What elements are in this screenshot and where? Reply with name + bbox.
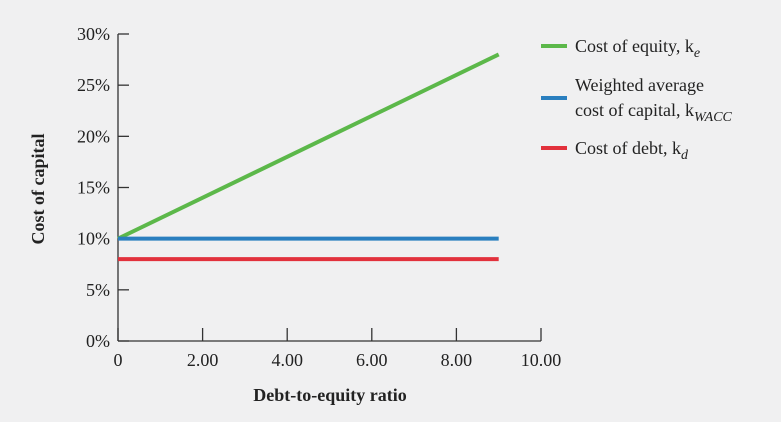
y-tick-label: 25%	[77, 75, 110, 95]
x-axis-title: Debt-to-equity ratio	[253, 385, 406, 405]
legend-item-wacc: Weighted average cost of capital, kWACC	[541, 75, 733, 125]
x-tick-label: 10.00	[521, 350, 562, 370]
legend-label-wacc-line1: Weighted average	[575, 75, 704, 95]
x-tick-label: 0	[114, 350, 123, 370]
legend-subscript-equity: e	[694, 46, 700, 61]
legend-item-equity: Cost of equity, ke	[541, 36, 700, 61]
y-tick-label: 20%	[77, 126, 110, 146]
y-tick-label: 30%	[77, 24, 110, 44]
y-tick-label: 15%	[77, 178, 110, 198]
svg-text:Cost of debt, kd: Cost of debt, kd	[575, 138, 689, 163]
y-axis-ticks: 0% 5% 10% 15% 20% 25% 30%	[77, 24, 129, 351]
legend-subscript-debt: d	[681, 148, 689, 163]
svg-text:cost of capital, kWACC: cost of capital, kWACC	[575, 100, 733, 125]
legend: Cost of equity, ke Weighted average cost…	[541, 36, 733, 163]
legend-label-debt: Cost of debt, k	[575, 138, 681, 158]
x-axis-ticks: 0 2.00 4.00 6.00 8.00 10.00	[114, 328, 562, 370]
series-line-equity	[117, 52, 500, 241]
legend-subscript-wacc: WACC	[694, 110, 733, 125]
x-tick-label: 6.00	[356, 350, 388, 370]
y-tick-label: 5%	[86, 280, 110, 300]
y-axis-title: Cost of capital	[28, 134, 48, 245]
legend-label-equity: Cost of equity, k	[575, 36, 694, 56]
svg-text:Cost of equity, ke: Cost of equity, ke	[575, 36, 700, 61]
legend-label-wacc-line2: cost of capital, k	[575, 100, 694, 120]
series-lines	[117, 52, 500, 262]
x-tick-label: 8.00	[441, 350, 473, 370]
y-tick-label: 0%	[86, 331, 110, 351]
y-tick-label: 10%	[77, 229, 110, 249]
x-tick-label: 4.00	[271, 350, 303, 370]
legend-item-debt: Cost of debt, kd	[541, 138, 689, 163]
x-tick-label: 2.00	[187, 350, 219, 370]
